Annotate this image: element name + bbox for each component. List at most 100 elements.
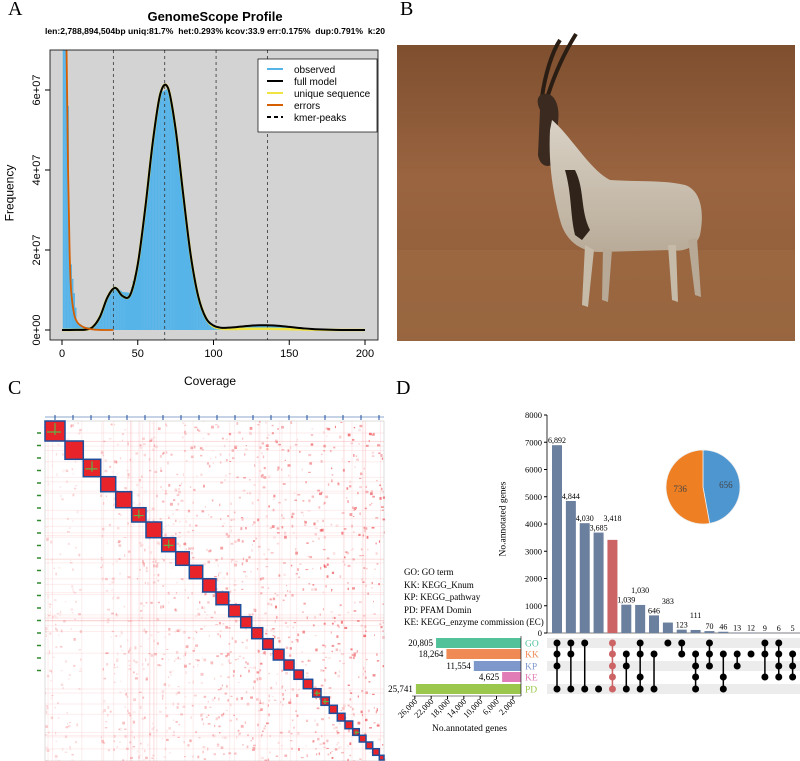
contact-cell [315, 747, 317, 750]
contact-cell [377, 444, 380, 447]
contact-cell [273, 699, 277, 701]
contact-cell [176, 629, 180, 633]
contact-cell [138, 754, 141, 757]
observed-bar [190, 256, 192, 330]
contact-cell [338, 722, 341, 725]
contact-cell [167, 676, 169, 678]
contact-cell [217, 716, 220, 719]
contact-cell [154, 445, 158, 449]
contact-cell [331, 757, 334, 759]
upset-y-tick-label: 2000 [525, 574, 542, 584]
contact-cell [218, 725, 221, 728]
contact-cell [197, 757, 200, 760]
contact-cell [149, 439, 152, 442]
contact-cell [218, 622, 221, 625]
contact-cell [382, 603, 385, 605]
contact-cell [343, 528, 347, 530]
observed-bar [191, 264, 194, 330]
contact-cell [265, 515, 268, 518]
contact-cell [247, 734, 249, 737]
contact-cell [321, 528, 325, 532]
contact-cell [165, 425, 168, 427]
contact-cell [291, 512, 295, 515]
contact-cell [196, 659, 200, 662]
observed-bar [65, 50, 68, 330]
contact-cell [354, 466, 356, 468]
set-size-label: 4,625 [479, 672, 500, 682]
contact-cell [123, 429, 127, 431]
contact-cell [376, 660, 380, 662]
matrix-dot [553, 662, 561, 670]
contact-cell [119, 635, 122, 638]
contact-cell [189, 524, 191, 527]
contact-cell [364, 635, 366, 638]
contact-cell [238, 655, 242, 658]
contact-cell [260, 592, 263, 595]
observed-bar [76, 322, 78, 330]
observed-bar [105, 300, 107, 330]
contact-cell [259, 699, 261, 703]
contact-cell [127, 522, 129, 525]
contact-cell [191, 551, 193, 555]
contact-cell [210, 661, 214, 665]
contact-cell [294, 499, 297, 501]
contact-cell [142, 629, 146, 632]
contact-cell [191, 529, 195, 532]
contact-cell [312, 584, 315, 586]
contact-cell [350, 648, 353, 651]
contact-cell [47, 595, 50, 599]
contact-cell [156, 642, 160, 645]
upset-y-axis-label: No.annotated genes [498, 481, 509, 557]
contact-cell [183, 740, 185, 744]
contact-cell [346, 611, 350, 614]
contact-cell [176, 542, 180, 545]
contact-cell [55, 453, 57, 456]
contact-cell [219, 675, 222, 677]
contact-cell [339, 746, 342, 748]
contact-cell [150, 633, 153, 637]
contact-cell [67, 725, 71, 728]
contact-cell [369, 751, 373, 753]
contact-cell [370, 502, 373, 505]
contact-cell [289, 654, 292, 657]
contact-cell [212, 733, 214, 737]
observed-bar [182, 195, 185, 330]
contact-cell [184, 651, 188, 653]
contact-cell [364, 718, 368, 722]
chromosome-block [283, 659, 295, 671]
contact-cell [302, 588, 305, 591]
contact-cell [241, 580, 244, 583]
contact-cell [306, 542, 309, 544]
contact-cell [245, 691, 248, 694]
contact-cell [262, 730, 264, 732]
contact-cell [308, 582, 311, 585]
observed-bar [177, 156, 180, 330]
contact-cell [365, 444, 369, 447]
contact-cell [363, 527, 366, 529]
legend-kp: KP: KEGG_pathway [404, 592, 481, 603]
contact-cell [56, 628, 58, 632]
contact-cell [220, 687, 223, 690]
contact-cell [129, 741, 132, 744]
contact-cell [200, 628, 203, 630]
contact-cell [323, 622, 326, 625]
contact-cell [296, 568, 300, 571]
contact-cell [301, 651, 304, 653]
contact-cell [331, 589, 333, 592]
matrix-dot [678, 639, 686, 647]
contact-cell [145, 677, 149, 681]
intersection-bar-label: 1,030 [631, 586, 649, 595]
contact-cell [365, 584, 367, 587]
contact-cell [266, 448, 269, 451]
contact-cell [360, 710, 363, 714]
contact-cell [272, 696, 274, 698]
contact-cell [335, 648, 339, 652]
contact-cell [223, 522, 225, 524]
contact-cell [319, 613, 321, 616]
observed-bar [205, 318, 207, 330]
contact-cell [270, 686, 273, 690]
contact-cell [73, 422, 76, 424]
contact-cell [50, 716, 54, 720]
intersection-bar-label: 3,418 [603, 514, 621, 523]
contact-cell [175, 592, 178, 594]
